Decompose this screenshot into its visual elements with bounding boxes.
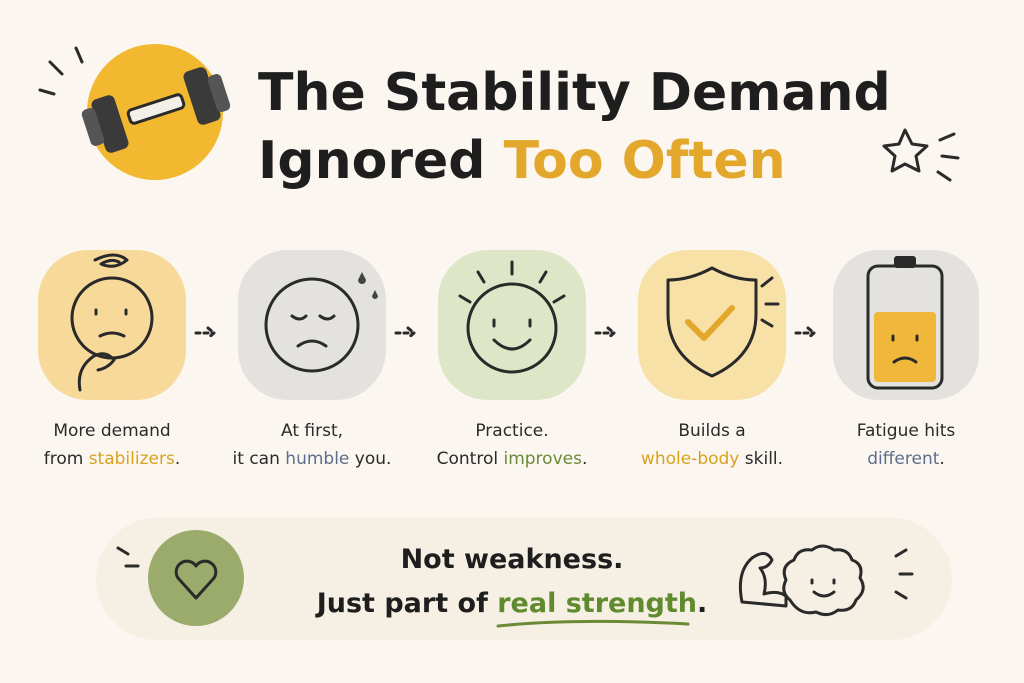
footer-text: . <box>697 588 707 619</box>
caption-text: it can <box>233 449 286 469</box>
caption-text: . <box>582 449 587 469</box>
heart-icon <box>116 530 244 626</box>
muscle-brain-icon <box>738 544 914 617</box>
title-line: The Stability Demand <box>258 63 891 123</box>
caption-text: Builds a <box>678 421 745 441</box>
caption-highlight: stabilizers <box>89 449 175 469</box>
title-line: Ignored Too Often <box>258 131 786 191</box>
caption-text: Control <box>437 449 504 469</box>
underline <box>496 619 690 628</box>
title-text: The Stability Demand <box>258 63 891 123</box>
caption-line: it can humble you. <box>233 449 392 469</box>
caption-text: Practice. <box>475 421 548 441</box>
caption-text: you. <box>349 449 391 469</box>
title-highlight: Too Often <box>504 131 786 191</box>
caption-text: Fatigue hits <box>857 421 956 441</box>
caption-line: At first, <box>281 421 343 441</box>
footer-line: Just part of real strength. <box>315 588 708 619</box>
dumbbell-icon <box>38 44 231 180</box>
footer-text: Not weakness. <box>401 544 624 575</box>
caption-highlight: different <box>867 449 940 469</box>
caption-text: skill. <box>739 449 783 469</box>
caption-text: More demand <box>53 421 170 441</box>
footer-line: Not weakness. <box>401 544 624 575</box>
caption-highlight: whole-body <box>641 449 739 469</box>
caption-line: Practice. <box>475 421 548 441</box>
caption-highlight: humble <box>285 449 349 469</box>
caption-line: from stabilizers. <box>44 449 181 469</box>
title-text: Ignored <box>258 131 504 191</box>
caption-text: from <box>44 449 89 469</box>
caption-text: At first, <box>281 421 343 441</box>
caption-line: Builds a <box>678 421 745 441</box>
title: The Stability Demand Ignored Too Often <box>258 63 891 191</box>
flow-arrows <box>194 326 816 340</box>
caption-text: . <box>939 449 944 469</box>
caption-highlight: improves <box>503 449 582 469</box>
footer-text: Just part of <box>315 588 498 619</box>
caption-line: different. <box>867 449 945 469</box>
step-icons <box>38 250 979 400</box>
caption-line: More demand <box>53 421 170 441</box>
star-icon <box>882 128 960 182</box>
caption-line: Control improves. <box>437 449 588 469</box>
footer-highlight: real strength <box>497 588 697 619</box>
caption-text: . <box>175 449 180 469</box>
caption-line: whole-body skill. <box>641 449 783 469</box>
footer-message: Not weakness. Just part of real strength. <box>315 544 708 619</box>
footer-panel <box>96 518 952 640</box>
caption-line: Fatigue hits <box>857 421 956 441</box>
step-captions: More demand from stabilizers. At first, it … <box>44 421 956 469</box>
